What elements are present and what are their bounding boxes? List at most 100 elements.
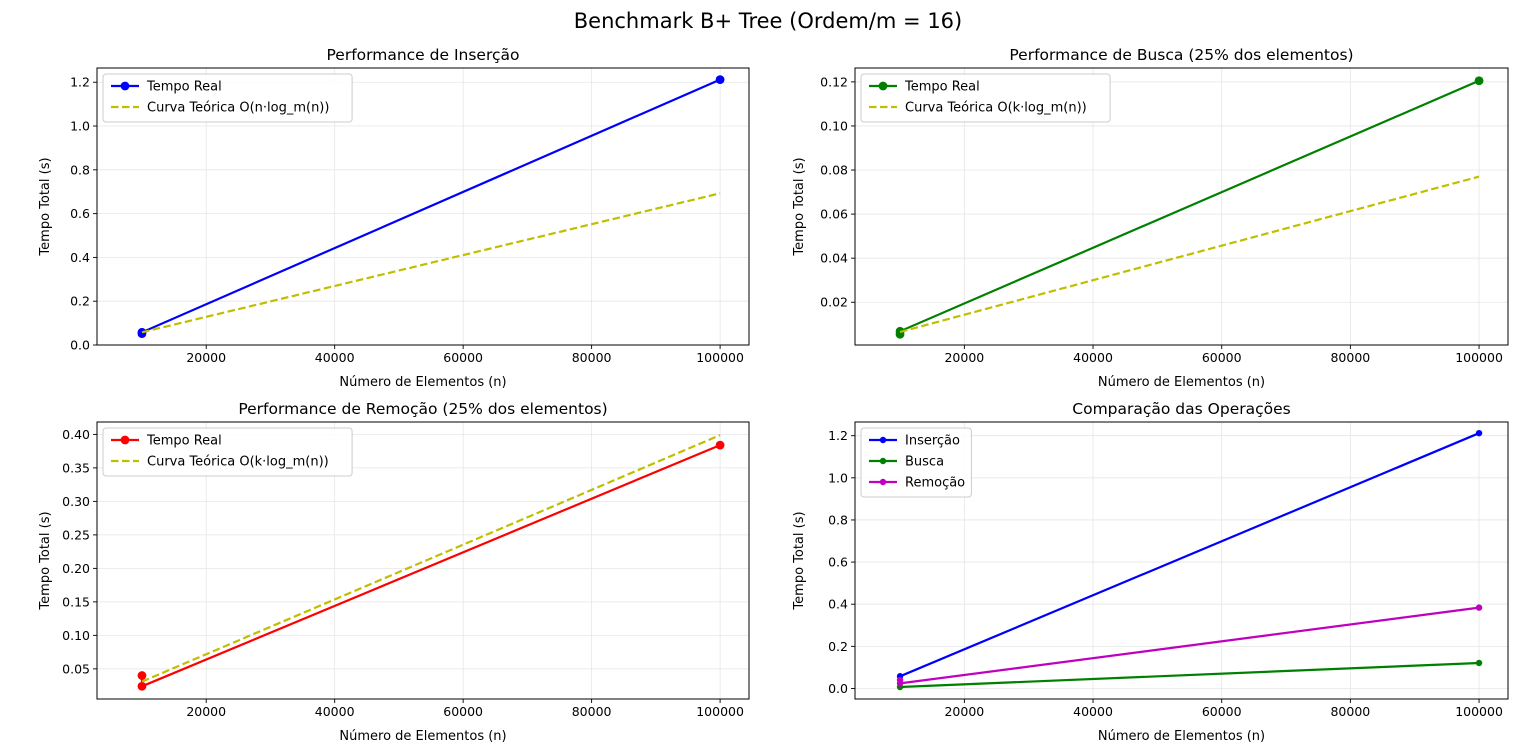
x-tick-label: 40000 bbox=[1073, 350, 1113, 365]
x-tick-label: 60000 bbox=[443, 704, 483, 719]
y-tick-label: 0.0 bbox=[70, 338, 90, 353]
data-point-busca bbox=[1475, 659, 1483, 667]
y-tick-label: 1.0 bbox=[828, 470, 848, 485]
legend-marker-remoc-a-o bbox=[879, 478, 887, 486]
chart-3: 20000 40000 60000 80000 100000 0.05 0.10 0.15 0.… bbox=[38, 400, 750, 744]
x-tick-label: 20000 bbox=[186, 704, 226, 719]
y-axis-label: Tempo Total (s) bbox=[38, 511, 53, 610]
series-line-remoc-a-o bbox=[898, 606, 1480, 685]
y-tick-label: 0.8 bbox=[70, 162, 90, 177]
data-point-tempo-real bbox=[137, 327, 147, 337]
x-tick-label: 40000 bbox=[315, 350, 355, 365]
x-tick-label: 100000 bbox=[696, 350, 744, 365]
data-point-tempo-real bbox=[137, 671, 147, 680]
y-tick-label: 0.2 bbox=[70, 294, 90, 309]
legend: Inserção Busca Remoção bbox=[860, 427, 972, 498]
legend-marker-inserc-a-o bbox=[879, 436, 887, 444]
y-tick-label: 0.35 bbox=[62, 460, 90, 475]
x-tick-label: 80000 bbox=[1330, 704, 1370, 719]
legend-box bbox=[102, 427, 353, 477]
chart-title: Performance de Inserção bbox=[327, 46, 520, 64]
legend-label: Tempo Real bbox=[146, 434, 222, 449]
axes-frame bbox=[96, 67, 750, 346]
series-line-curva-teo-rica-o-n-log-m-n bbox=[141, 192, 721, 334]
x-tick-label: 60000 bbox=[443, 350, 483, 365]
x-tick-label: 60000 bbox=[1202, 704, 1242, 719]
chart-2: 20000 40000 60000 80000 100000 0.02 0.04 0.06 0.… bbox=[792, 46, 1509, 390]
x-axis-label: Número de Elementos (n) bbox=[1098, 375, 1265, 390]
series-line-busca bbox=[899, 661, 1480, 689]
x-axis-label: Número de Elementos (n) bbox=[1098, 729, 1265, 744]
legend-box bbox=[102, 73, 353, 123]
data-point-tempo-real bbox=[715, 75, 725, 85]
legend-label: Curva Teórica O(k·log_m(n)) bbox=[147, 455, 329, 470]
y-tick-label: 0.30 bbox=[62, 494, 90, 509]
x-tick-label: 80000 bbox=[1330, 350, 1370, 365]
legend-label: Busca bbox=[905, 455, 944, 470]
y-axis-label: Tempo Total (s) bbox=[792, 511, 807, 610]
data-point-remoc-a-o bbox=[896, 680, 904, 687]
legend-marker-tempo-real bbox=[878, 81, 888, 91]
legend-label: Curva Teórica O(k·log_m(n)) bbox=[905, 101, 1087, 116]
x-tick-label: 100000 bbox=[1455, 704, 1503, 719]
y-tick-label: 1.2 bbox=[70, 75, 90, 90]
y-tick-label: 0.12 bbox=[820, 74, 848, 89]
legend-label: Inserção bbox=[905, 434, 960, 449]
y-tick-label: 1.2 bbox=[828, 428, 848, 443]
legend-marker-tempo-real bbox=[120, 81, 130, 91]
y-tick-label: 0.8 bbox=[828, 512, 848, 527]
y-tick-label: 0.02 bbox=[820, 295, 848, 310]
legend-label: Tempo Real bbox=[146, 80, 222, 95]
x-tick-label: 100000 bbox=[696, 704, 744, 719]
y-tick-label: 0.6 bbox=[70, 206, 90, 221]
legend-marker-busca bbox=[879, 457, 887, 465]
legend: Tempo Real Curva Teórica O(k·log_m(n)) bbox=[102, 427, 353, 477]
chart-title: Performance de Busca (25% dos elementos) bbox=[1009, 46, 1353, 64]
y-tick-label: 0.2 bbox=[828, 639, 848, 654]
y-tick-label: 1.0 bbox=[70, 119, 90, 134]
x-tick-label: 40000 bbox=[1073, 704, 1113, 719]
axes-frame bbox=[854, 421, 1509, 700]
x-tick-label: 100000 bbox=[1455, 350, 1503, 365]
data-point-tempo-real bbox=[137, 681, 147, 691]
x-tick-label: 80000 bbox=[572, 350, 612, 365]
y-tick-label: 0.08 bbox=[820, 163, 848, 178]
x-tick-label: 80000 bbox=[572, 704, 612, 719]
y-axis-label: Tempo Total (s) bbox=[38, 157, 53, 256]
legend-label: Remoção bbox=[905, 476, 965, 491]
legend-box bbox=[860, 427, 972, 498]
legend-marker-tempo-real bbox=[120, 435, 130, 445]
legend-box bbox=[860, 73, 1111, 123]
series-line-curva-teo-rica-o-k-log-m-n bbox=[141, 434, 721, 683]
x-axis-label: Número de Elementos (n) bbox=[339, 375, 506, 390]
data-point-inserc-a-o bbox=[1475, 429, 1483, 437]
legend-label: Tempo Real bbox=[904, 80, 980, 95]
figure-title: Benchmark B+ Tree (Ordem/m = 16) bbox=[573, 9, 963, 33]
x-axis-label: Número de Elementos (n) bbox=[339, 729, 506, 744]
chart-1: 20000 40000 60000 80000 100000 0.0 0.2 0.4 0.6 0.… bbox=[38, 46, 750, 390]
y-tick-label: 0.10 bbox=[62, 628, 90, 643]
legend: Tempo Real Curva Teórica O(k·log_m(n)) bbox=[860, 73, 1111, 123]
x-tick-label: 60000 bbox=[1202, 350, 1242, 365]
x-tick-label: 20000 bbox=[944, 350, 984, 365]
data-point-remoc-a-o bbox=[1475, 604, 1483, 611]
y-tick-label: 0.4 bbox=[828, 597, 848, 612]
chart-title: Comparação das Operações bbox=[1072, 400, 1290, 418]
y-tick-label: 0.4 bbox=[70, 250, 90, 265]
series-line-tempo-real bbox=[140, 444, 721, 688]
y-tick-label: 0.05 bbox=[62, 661, 90, 676]
y-tick-label: 0.25 bbox=[62, 527, 90, 542]
y-tick-label: 0.0 bbox=[828, 681, 848, 696]
y-tick-label: 0.04 bbox=[820, 251, 848, 266]
series-line-curva-teo-rica-o-k-log-m-n bbox=[899, 175, 1480, 334]
axes-frame bbox=[96, 421, 750, 700]
data-point-tempo-real bbox=[1474, 76, 1484, 86]
chart-title: Performance de Remoção (25% dos elemento… bbox=[238, 400, 607, 418]
legend-label: Curva Teórica O(n·log_m(n)) bbox=[147, 101, 329, 116]
x-tick-label: 20000 bbox=[944, 704, 984, 719]
chart-4: 20000 40000 60000 80000 100000 0.0 0.2 0.4 0.6 0.… bbox=[792, 400, 1509, 744]
y-tick-label: 0.15 bbox=[62, 594, 90, 609]
data-point-tempo-real bbox=[715, 440, 725, 450]
y-tick-label: 0.20 bbox=[62, 561, 90, 576]
